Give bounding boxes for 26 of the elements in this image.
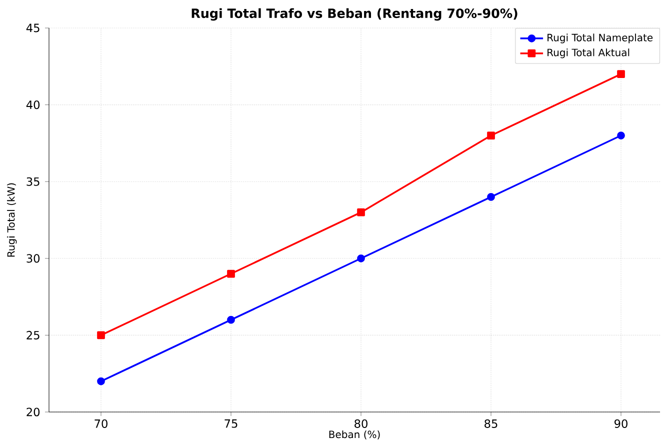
y-tick-label: 35 — [26, 177, 40, 186]
y-axis-title: Rugi Total (kW) — [7, 183, 17, 257]
x-axis-title: Beban (%) — [329, 430, 380, 440]
point — [617, 132, 625, 140]
x-tick-label: 90 — [614, 419, 628, 428]
point — [617, 70, 625, 78]
y-tick-label: 20 — [26, 408, 40, 416]
point — [227, 270, 235, 278]
point — [97, 331, 105, 340]
chart-title: Rugi Total Trafo vs Beban (Rentang 70%-90%) — [192, 8, 518, 21]
x-tick-label: 70 — [94, 419, 108, 428]
point — [227, 316, 235, 324]
point — [357, 208, 365, 216]
y-tick-label: 45 — [26, 24, 40, 32]
x-tick-label: 85 — [484, 419, 498, 428]
legend-label: Rugi Total Aktual — [548, 48, 630, 58]
y-tick-label: 25 — [26, 330, 40, 340]
point — [357, 254, 365, 262]
point — [487, 132, 495, 140]
x-tick-label: 80 — [354, 419, 368, 428]
legend-label: Rugi Total Nameplate — [548, 34, 653, 44]
y-tick-label: 30 — [26, 254, 40, 263]
point — [487, 193, 495, 201]
x-tick-label: 75 — [224, 419, 238, 428]
y-tick-label: 40 — [26, 100, 40, 110]
point — [97, 377, 105, 386]
